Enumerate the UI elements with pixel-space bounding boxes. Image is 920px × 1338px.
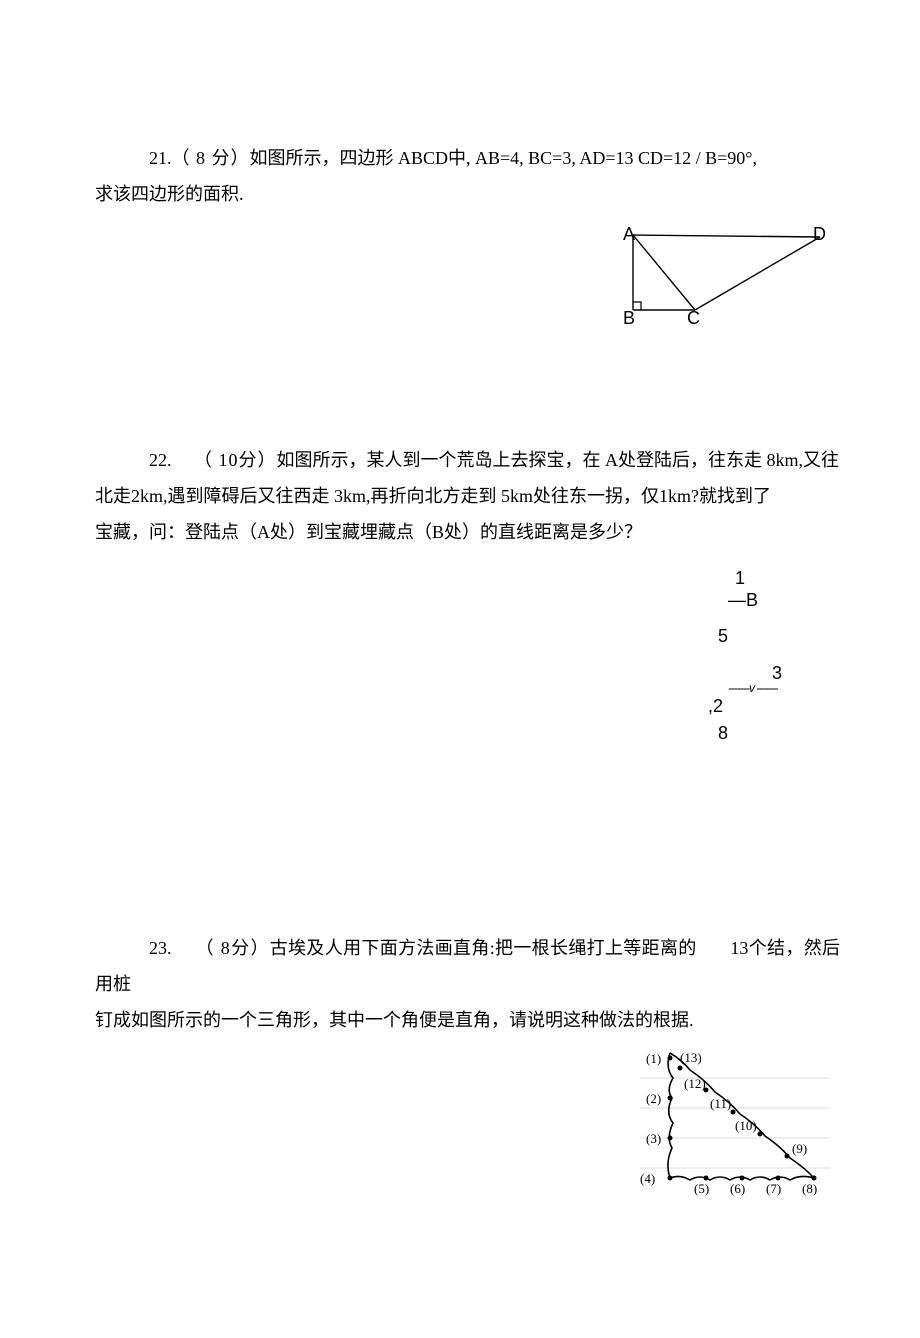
q21-label-b: B (623, 300, 635, 336)
q21-line1: 如图所示，四边形 ABCD中, AB=4, BC=3, AD=13 CD=12 … (250, 148, 758, 168)
q21-figure-row: A D B C (95, 212, 840, 332)
q22-line2: 北走2km,遇到障碍后又往西走 3km,再折向北方走到 5km处往东一拐，仅1k… (95, 478, 840, 514)
q22-figure-row: 1 —B 5 3 -------v ------- ,2 8 (95, 550, 840, 770)
q23-k5: (5) (694, 1181, 709, 1196)
q21-label-a: A (623, 216, 635, 252)
q22-vdash: -------v ------- (728, 676, 777, 700)
q23-number: 23. (122, 930, 172, 966)
q23-points: （ 8分） (196, 938, 270, 958)
question-23: 23. （ 8分）古埃及人用下面方法画直角:把一根长绳打上等距离的 13个结，然… (95, 930, 840, 1218)
q21-number: 21. (122, 140, 172, 176)
q22-line1: 如图所示，某人到一个荒岛上去探宝，在 A处登陆后，往东走 8km,又往 (277, 450, 840, 470)
q21-figure: A D B C (615, 222, 830, 332)
q23-k11: (11) (710, 1096, 731, 1111)
q23-line1a: 古埃及人用下面方法画直角:把一根长绳打上等距离的 (270, 938, 697, 958)
q22-dashB: —B (728, 582, 758, 618)
page: 21.（ 8 分）如图所示，四边形 ABCD中, AB=4, BC=3, AD=… (0, 0, 920, 1338)
q21-line2: 求该四边形的面积. (95, 176, 840, 212)
q23-figure-row: (1) (2) (3) (4) (5) (6) (7) (8) (9) (10)… (95, 1038, 840, 1218)
q21-label-c: C (687, 300, 700, 336)
q23-k2: (2) (646, 1091, 661, 1106)
q22-line3: 宝藏，问：登陆点（A处）到宝藏埋藏点（B处）的直线距离是多少？ (95, 514, 840, 550)
q22-v8: 8 (718, 715, 728, 751)
q23-svg: (1) (2) (3) (4) (5) (6) (7) (8) (9) (10)… (640, 1048, 830, 1198)
q23-k8: (8) (802, 1181, 817, 1196)
q23-k6: (6) (730, 1181, 745, 1196)
q23-k1: (1) (646, 1051, 661, 1066)
q23-line2: 钉成如图所示的一个三角形，其中一个角便是直角，请说明这种做法的根据. (95, 1002, 840, 1038)
q23-k4: (4) (640, 1171, 655, 1186)
q21-text: 21.（ 8 分）如图所示，四边形 ABCD中, AB=4, BC=3, AD=… (95, 140, 840, 176)
q23-k12: (12) (684, 1076, 706, 1091)
question-22: 22. （ 10分）如图所示，某人到一个荒岛上去探宝，在 A处登陆后，往东走 8… (95, 442, 840, 770)
q23-figure: (1) (2) (3) (4) (5) (6) (7) (8) (9) (10)… (640, 1048, 830, 1218)
q23-k7: (7) (766, 1181, 781, 1196)
q22-number: 22. (122, 442, 172, 478)
q23-k9: (9) (792, 1141, 807, 1156)
q22-v5: 5 (718, 618, 728, 654)
q22-points: （ 10分） (194, 450, 277, 470)
q22-figure: 1 —B 5 3 -------v ------- ,2 8 (650, 560, 830, 770)
q21-svg (615, 222, 830, 332)
q22-text-1: 22. （ 10分）如图所示，某人到一个荒岛上去探宝，在 A处登陆后，往东走 8… (95, 442, 840, 478)
question-21: 21.（ 8 分）如图所示，四边形 ABCD中, AB=4, BC=3, AD=… (95, 140, 840, 332)
q21-points: （ 8 分） (172, 148, 250, 168)
q23-k10: (10) (735, 1118, 757, 1133)
q23-k3: (3) (646, 1131, 661, 1146)
q21-label-d: D (813, 216, 826, 252)
q23-text-1: 23. （ 8分）古埃及人用下面方法画直角:把一根长绳打上等距离的 13个结，然… (95, 930, 840, 1002)
q23-k13: (13) (680, 1050, 702, 1065)
